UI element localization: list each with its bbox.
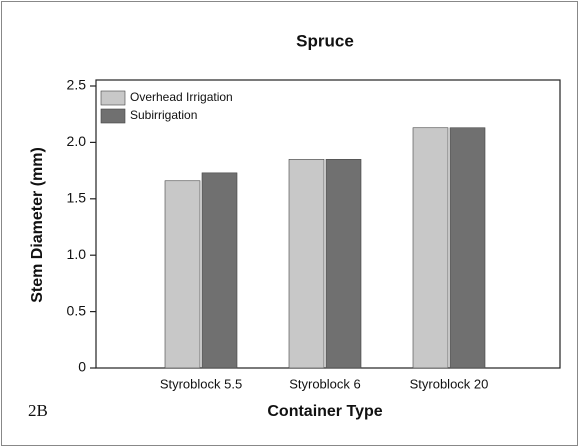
y-tick-label: 2.0	[67, 133, 87, 149]
y-tick-label: 1.5	[67, 190, 87, 206]
y-tick-label: 1.0	[67, 246, 87, 262]
y-tick-label: 0.5	[67, 302, 87, 318]
x-axis-label: Container Type	[267, 403, 382, 420]
bar	[449, 127, 486, 369]
bar	[288, 159, 325, 369]
annotation: 2B	[28, 401, 48, 420]
bar	[164, 180, 201, 369]
x-tick-label: Styroblock 5.5	[160, 376, 242, 391]
chart-title: Spruce	[296, 31, 354, 50]
x-tick-label: Styroblock 20	[410, 376, 489, 391]
legend-swatch	[100, 108, 126, 124]
y-axis-label: Stem Diameter (mm)	[29, 147, 46, 303]
y-tick-label: 2.5	[67, 77, 87, 93]
legend-swatch	[100, 90, 126, 106]
x-tick-label: Styroblock 6	[289, 376, 361, 391]
bar	[325, 159, 362, 369]
legend-label: Overhead Irrigation	[130, 90, 233, 104]
bar	[201, 172, 238, 369]
bar	[412, 127, 449, 369]
legend-label: Subirrigation	[130, 108, 197, 122]
y-tick-label: 0	[78, 359, 86, 375]
